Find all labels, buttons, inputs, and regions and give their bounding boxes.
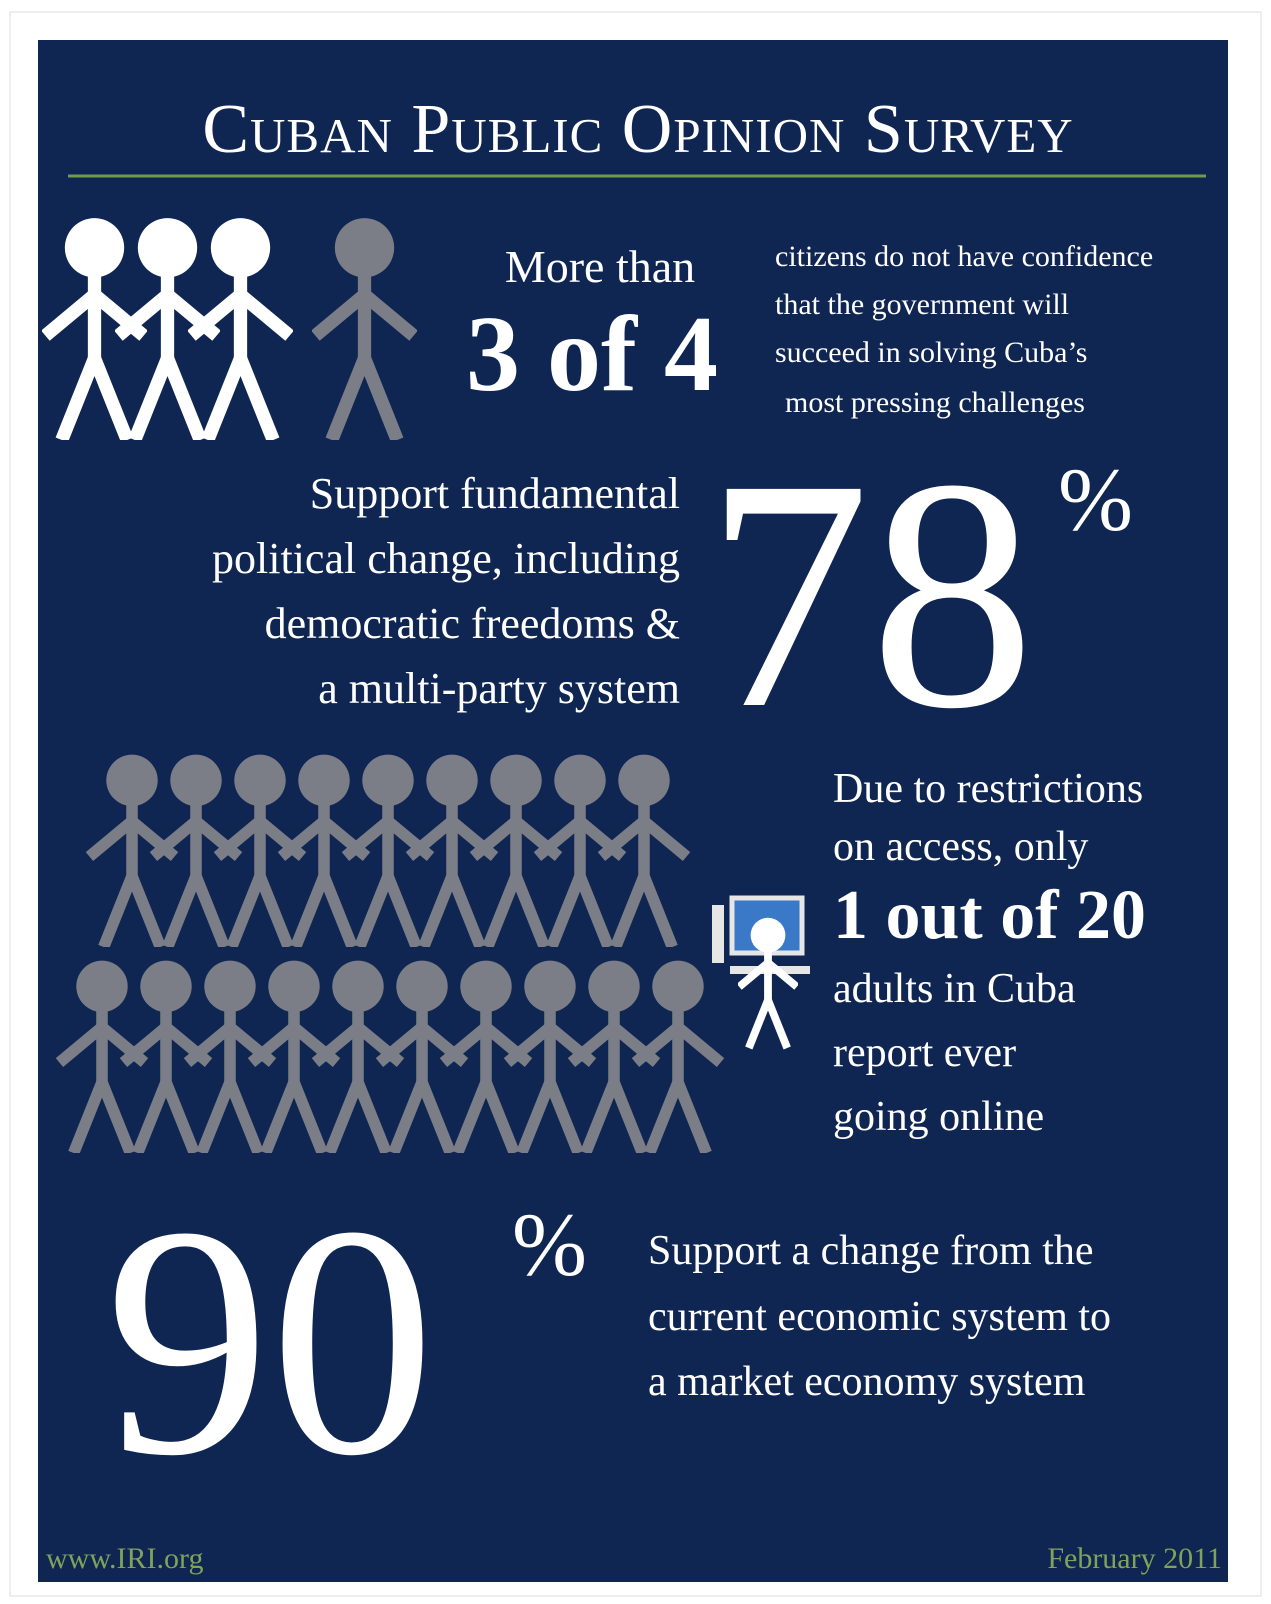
description-line: current economic system to	[648, 1294, 1111, 1340]
lead-line: on access, only	[833, 824, 1088, 870]
description-line: report ever	[833, 1030, 1016, 1076]
description-line: a multi-party system	[318, 664, 680, 713]
stat-figure: 78	[705, 412, 1035, 777]
description-line: citizens do not have confidence	[775, 240, 1153, 273]
description-line: going online	[833, 1094, 1044, 1140]
title: Cuban Public Opinion Survey	[202, 91, 1073, 168]
infographic: Cuban Public Opinion Survey More than 3 …	[0, 0, 1271, 1604]
description-line: a market economy system	[648, 1359, 1086, 1405]
footer-date: February 2011	[1047, 1542, 1222, 1575]
stat-unit: %	[512, 1196, 587, 1295]
description-line: Support a change from the	[648, 1228, 1094, 1274]
stat-figure: 3 of 4	[466, 295, 718, 414]
tower	[712, 905, 724, 963]
stat-description: Support a change from the current econom…	[648, 1228, 1111, 1405]
stat-lead: More than	[505, 241, 695, 292]
stat-unit: %	[1058, 451, 1133, 550]
stat-figure: 1 out of 20	[833, 877, 1146, 954]
footer-url: www.IRI.org	[46, 1542, 204, 1575]
description-line: Support fundamental	[310, 469, 680, 518]
description-line: political change, including	[212, 534, 680, 583]
stat-figure: 90	[105, 1159, 435, 1524]
description-line: adults in Cuba	[833, 966, 1076, 1012]
description-line: succeed in solving Cuba’s	[775, 336, 1087, 369]
lead-line: Due to restrictions	[833, 766, 1143, 812]
description-line: that the government will	[775, 288, 1069, 321]
page: Cuban Public Opinion Survey More than 3 …	[0, 0, 1271, 1604]
description-line: democratic freedoms &	[265, 599, 680, 648]
